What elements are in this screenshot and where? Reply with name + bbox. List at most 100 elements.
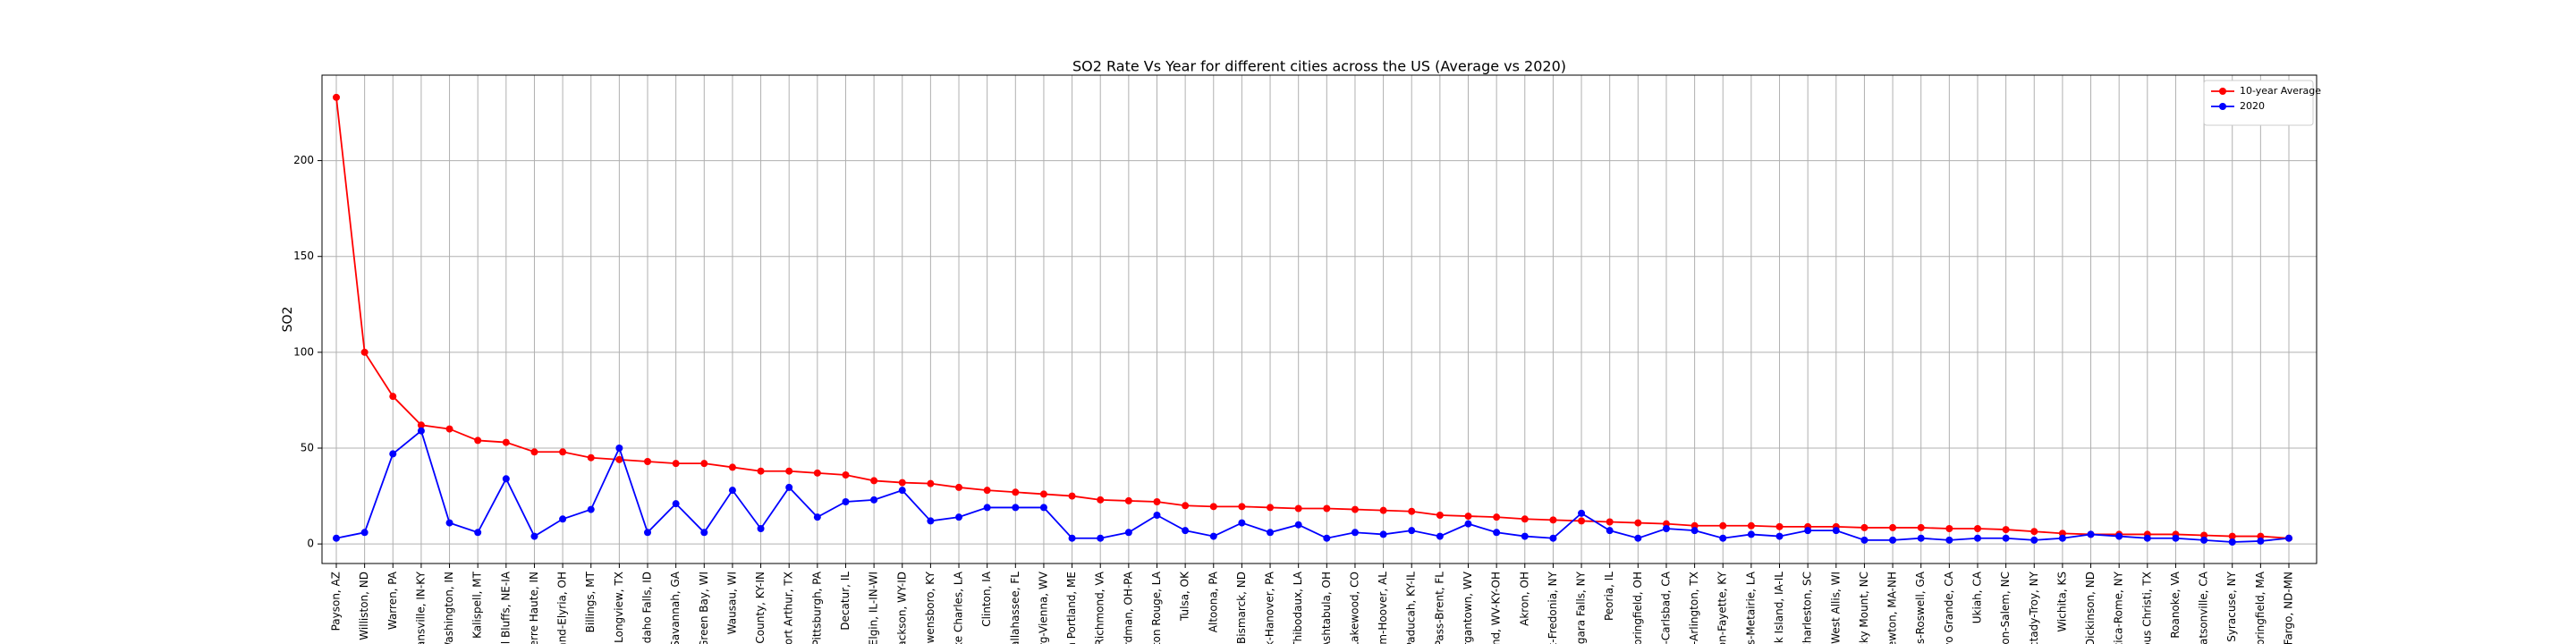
data-point [955, 483, 963, 491]
data-point [615, 445, 623, 452]
data-point [842, 471, 850, 479]
data-point [530, 532, 538, 540]
x-tick-label: Baton Rouge, LA [1150, 571, 1163, 644]
data-point [1097, 534, 1105, 542]
data-point [2030, 536, 2038, 544]
data-point [1945, 525, 1953, 532]
data-point [2115, 532, 2123, 540]
x-tick-label: Paducah, KY-IL [1405, 572, 1418, 644]
x-tick-label: Williston, ND [358, 572, 370, 640]
data-point [672, 500, 680, 508]
data-point [1351, 529, 1359, 537]
data-point [2002, 534, 2010, 542]
data-point [1634, 534, 1642, 542]
data-point [333, 93, 340, 101]
x-tick-label: Payson, AZ [330, 572, 343, 631]
y-tick-label: 150 [293, 250, 314, 262]
data-point [474, 436, 482, 445]
x-tick-label: rk-Fredonia, NY [1546, 571, 1559, 644]
x-tick-label: Ukiah, CA [1970, 571, 1983, 623]
data-point [417, 427, 425, 435]
data-point [2087, 530, 2095, 538]
x-tick-label: nston-Salem, NC [1999, 572, 2012, 644]
data-point [389, 393, 397, 401]
data-point [1124, 496, 1132, 504]
data-point [728, 463, 736, 471]
data-point [2030, 528, 2038, 536]
data-point [2228, 532, 2236, 540]
data-point [1832, 527, 1840, 535]
data-point [1493, 529, 1501, 537]
y-axis-label: SO2 [281, 307, 295, 333]
x-tick-label: Longview, TX [613, 572, 625, 643]
x-tick-label: royo Grande, CA [1943, 571, 1955, 644]
x-tick-label: rth-Arlington, TX [1688, 572, 1700, 644]
data-point [1634, 519, 1642, 527]
data-point [1917, 523, 1925, 531]
x-tick-label: Owensboro, KY [924, 571, 936, 644]
data-point [1351, 505, 1359, 513]
data-point [1209, 532, 1217, 540]
data-point [1436, 512, 1444, 519]
x-tick-label: Tulsa, OK [1179, 571, 1191, 622]
data-point [898, 479, 906, 487]
data-point [644, 458, 652, 465]
data-point [1804, 527, 1812, 535]
data-point [728, 487, 736, 495]
legend-marker [2219, 103, 2226, 110]
data-point [757, 525, 765, 532]
data-point [502, 475, 510, 483]
data-point [417, 421, 425, 429]
data-point [1690, 527, 1699, 535]
data-point [1521, 532, 1529, 540]
data-point [1493, 513, 1501, 521]
x-tick-label: aps-Roswell, GA [1914, 571, 1927, 644]
legend-label: 2020 [2240, 100, 2265, 112]
data-point [1294, 504, 1302, 513]
data-point [1662, 525, 1670, 532]
x-tick-label: Tallahassee, FL [1009, 572, 1021, 644]
x-tick-label: Jackson, WY-ID [895, 572, 908, 644]
data-point [1182, 527, 1190, 535]
x-tick-label: y Pass-Brent, FL [1433, 572, 1445, 644]
x-tick-label: Idaho Falls, ID [641, 572, 654, 644]
x-tick-label: Utica-Rome, NY [2113, 571, 2125, 644]
x-tick-label: Pittsburgh, PA [810, 571, 823, 644]
data-point [2257, 537, 2265, 545]
data-point [1267, 529, 1275, 537]
x-tick-label: Port Arthur, TX [783, 572, 795, 644]
data-point [1747, 521, 1755, 530]
data-point [1436, 532, 1444, 540]
y-tick-label: 200 [293, 154, 314, 166]
data-point [1775, 522, 1784, 530]
data-point [2143, 534, 2151, 542]
data-point [1860, 536, 1868, 544]
data-point [587, 453, 595, 462]
data-point [1124, 529, 1132, 537]
data-point [360, 529, 369, 537]
data-point [474, 529, 482, 537]
data-point [1719, 521, 1727, 530]
data-point [1238, 503, 1246, 511]
x-tick-label: Decatur, IL [839, 572, 852, 631]
data-point [360, 348, 369, 356]
data-point [530, 448, 538, 456]
data-point [2058, 534, 2066, 542]
x-tick-label: uth Portland, ME [1065, 572, 1078, 644]
x-tick-label: eland-Elyria, OH [556, 572, 569, 644]
data-point [587, 505, 595, 513]
x-tick-label: Springfield, MA [2254, 571, 2267, 644]
x-tick-label: Clinton, IA [980, 571, 993, 626]
x-tick-label: Ashtabula, OH [1320, 572, 1333, 644]
data-point [644, 529, 652, 537]
data-point [700, 529, 708, 537]
x-tick-label: Wausau, WI [725, 572, 738, 634]
data-point [1889, 523, 1897, 531]
x-tick-label: Rocky Mount, NC [1858, 572, 1870, 644]
data-point [1267, 504, 1275, 512]
data-point [757, 467, 765, 475]
x-tick-label: a-Lakewood, CO [1348, 572, 1360, 644]
data-point [1408, 507, 1416, 515]
x-tick-label: ngton-Fayette, KY [1716, 571, 1729, 644]
data-point [1379, 530, 1387, 538]
